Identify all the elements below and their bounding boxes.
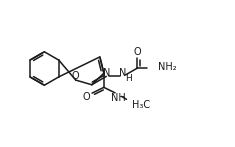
Text: H₃C: H₃C: [132, 100, 150, 110]
Text: O: O: [134, 47, 141, 57]
Text: N: N: [119, 68, 126, 78]
Text: O: O: [72, 71, 80, 81]
Text: N: N: [103, 68, 110, 78]
Text: O: O: [83, 92, 90, 102]
Text: NH: NH: [111, 93, 126, 103]
Text: H: H: [125, 74, 132, 83]
Text: NH₂: NH₂: [158, 62, 177, 72]
